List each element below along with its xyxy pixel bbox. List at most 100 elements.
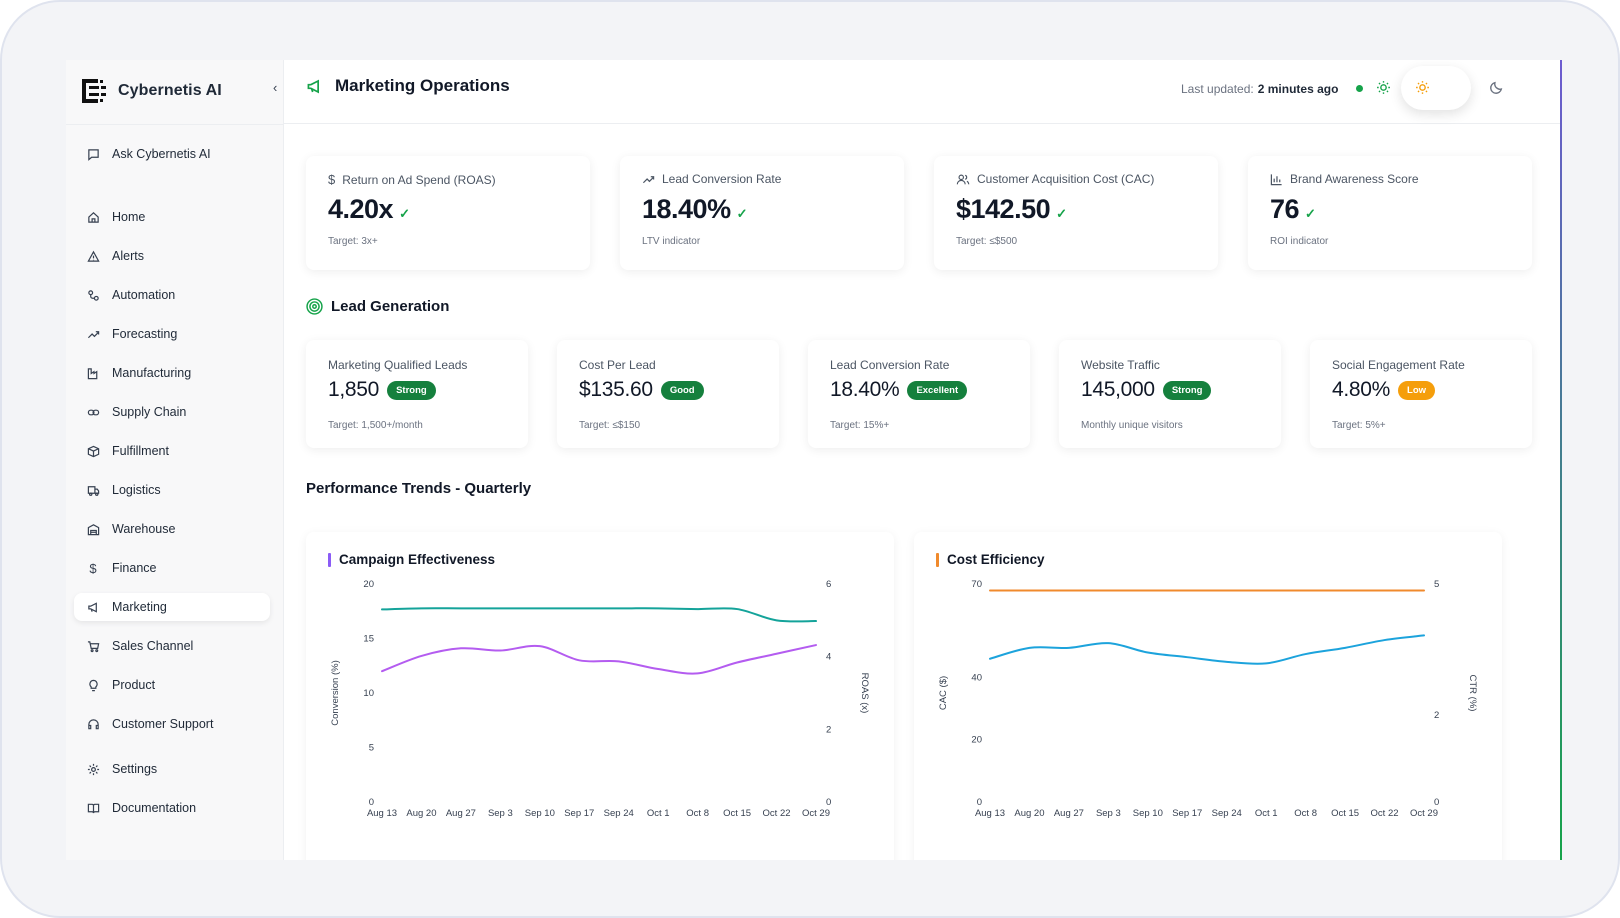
sun-icon <box>1416 81 1429 94</box>
sidebar-item-alerts[interactable]: Alerts <box>74 242 270 270</box>
brand[interactable]: Cybernetis AI <box>80 76 222 106</box>
lead-card-social: Social Engagement Rate 4.80% Low Target: … <box>1310 340 1532 448</box>
sidebar-item-supply-chain[interactable]: Supply Chain <box>74 398 270 426</box>
sun-icon[interactable] <box>1376 80 1391 95</box>
kpi-value-text: 18.40% <box>642 194 731 224</box>
x-tick-label: Oct 22 <box>1371 808 1399 819</box>
y2-tick-label: 2 <box>1434 710 1439 721</box>
page-title-group: Marketing Operations <box>306 76 510 96</box>
ask-ai-item[interactable]: Ask Cybernetis AI <box>74 140 270 168</box>
sidebar-item-warehouse[interactable]: Warehouse <box>74 515 270 543</box>
headset-icon <box>86 717 100 731</box>
sidebar-item-product[interactable]: Product <box>74 671 270 699</box>
trending-up-icon <box>86 327 100 341</box>
package-icon <box>86 444 100 458</box>
truck-icon <box>86 483 100 497</box>
y-tick-label: 10 <box>363 688 374 699</box>
users-icon <box>956 174 970 184</box>
sidebar-item-customer-support[interactable]: Customer Support <box>74 710 270 738</box>
lead-value-text: 1,850 <box>328 378 380 401</box>
kpi-value-text: 76 <box>1270 194 1300 224</box>
sidebar-item-logistics[interactable]: Logistics <box>74 476 270 504</box>
dollar-icon: $ <box>328 172 336 187</box>
cybernetis-logo-icon <box>82 79 106 103</box>
chart-title-text: Cost Efficiency <box>947 552 1045 567</box>
x-tick-label: Oct 8 <box>1294 808 1317 819</box>
moon-icon[interactable] <box>1489 80 1504 95</box>
x-tick-label: Sep 3 <box>488 808 513 819</box>
gear-icon <box>86 762 100 776</box>
lead-card-traffic: Website Traffic 145,000 Strong Monthly un… <box>1059 340 1281 448</box>
sidebar-item-forecasting[interactable]: Forecasting <box>74 320 270 348</box>
lead-card-cpl: Cost Per Lead $135.60 Good Target: ≤$150 <box>557 340 779 448</box>
y2-tick-label: 5 <box>1434 579 1439 590</box>
y-tick-label: 20 <box>363 579 374 590</box>
kpi-value: 76 ✓ <box>1270 194 1316 225</box>
sidebar-item-finance[interactable]: $ Finance <box>74 554 270 582</box>
sidebar-item-label: Home <box>112 210 146 224</box>
x-tick-label: Oct 1 <box>647 808 670 819</box>
y2-axis-label: ROAS (x) <box>859 673 870 714</box>
page-title: Marketing Operations <box>335 76 510 95</box>
y-tick-label: 40 <box>971 672 982 683</box>
lead-value-text: 145,000 <box>1081 378 1155 401</box>
chart-title: Cost Efficiency <box>936 552 1045 567</box>
ask-ai-label: Ask Cybernetis AI <box>112 147 211 161</box>
sidebar-item-documentation[interactable]: Documentation <box>74 794 270 822</box>
lead-sub: Target: 5%+ <box>1332 420 1386 431</box>
y-tick-label: 0 <box>369 797 374 808</box>
x-tick-label: Aug 27 <box>446 808 476 819</box>
app-window: Cybernetis AI ‹ Ask Cybernetis AI Home A… <box>66 60 1562 860</box>
lead-generation-title: Lead Generation <box>331 298 450 315</box>
chart-card-cost: Cost Efficiency 0 20 40 70 0 2 5 Aug 13 Aug 20 Au… <box>914 532 1502 860</box>
sidebar-item-label: Customer Support <box>112 717 214 731</box>
series-line <box>989 634 1425 665</box>
lead-sub: Target: 1,500+/month <box>328 420 423 431</box>
live-status-dot <box>1356 85 1363 92</box>
y2-tick-label: 2 <box>826 724 831 735</box>
kpi-value: 4.20x ✓ <box>328 194 410 225</box>
sidebar-item-manufacturing[interactable]: Manufacturing <box>74 359 270 387</box>
sidebar-item-label: Automation <box>112 288 176 302</box>
chart-card-campaign: Campaign Effectiveness 0 5 10 15 20 0 2 4 6 Aug 1… <box>306 532 894 860</box>
y-tick-label: 0 <box>977 797 982 808</box>
lead-value: 145,000 Strong <box>1081 378 1212 402</box>
status-badge: Strong <box>387 380 436 400</box>
sidebar-item-home[interactable]: Home <box>74 203 270 231</box>
theme-toggle[interactable] <box>1401 66 1471 110</box>
y2-tick-label: 0 <box>1434 797 1439 808</box>
kpi-card-brand-awareness: Brand Awareness Score 76 ✓ ROI indicator <box>1248 156 1532 270</box>
cost-efficiency-chart: 0 20 40 70 0 2 5 Aug 13 Aug 20 Aug 27 Sep 3 Sep 10 S… <box>938 579 1478 819</box>
lead-label: Lead Conversion Rate <box>830 358 950 372</box>
lead-value: 4.80% Low <box>1332 378 1436 402</box>
y-tick-label: 70 <box>971 579 982 590</box>
chart-accent-bar <box>936 552 939 567</box>
sidebar-item-settings[interactable]: Settings <box>74 755 270 783</box>
warehouse-icon <box>86 522 100 536</box>
collapse-sidebar-icon[interactable]: ‹ <box>273 80 278 95</box>
kpi-sub: LTV indicator <box>642 236 701 247</box>
lightbulb-icon <box>86 678 100 692</box>
kpi-label: Brand Awareness Score <box>1270 172 1419 186</box>
y-tick-label: 15 <box>363 634 374 645</box>
sidebar-item-automation[interactable]: Automation <box>74 281 270 309</box>
kpi-value: 18.40% ✓ <box>642 194 748 225</box>
x-tick-label: Sep 10 <box>525 808 555 819</box>
kpi-label: $ Return on Ad Spend (ROAS) <box>328 172 496 187</box>
x-tick-label: Oct 8 <box>686 808 709 819</box>
lead-sub: Target: 15%+ <box>830 420 890 431</box>
sidebar-item-label: Supply Chain <box>112 405 187 419</box>
lead-value-text: 18.40% <box>830 378 900 401</box>
kpi-label: Lead Conversion Rate <box>642 172 781 186</box>
lead-label: Cost Per Lead <box>579 358 656 372</box>
sidebar-item-fulfillment[interactable]: Fulfillment <box>74 437 270 465</box>
workflow-icon <box>86 288 100 302</box>
sidebar-item-sales-channel[interactable]: Sales Channel <box>74 632 270 660</box>
sidebar-item-label: Fulfillment <box>112 444 169 458</box>
x-tick-label: Sep 3 <box>1096 808 1121 819</box>
x-tick-label: Aug 13 <box>367 808 397 819</box>
x-tick-label: Aug 27 <box>1054 808 1084 819</box>
sidebar-item-marketing[interactable]: Marketing <box>74 593 270 621</box>
lead-value: 1,850 Strong <box>328 378 436 402</box>
